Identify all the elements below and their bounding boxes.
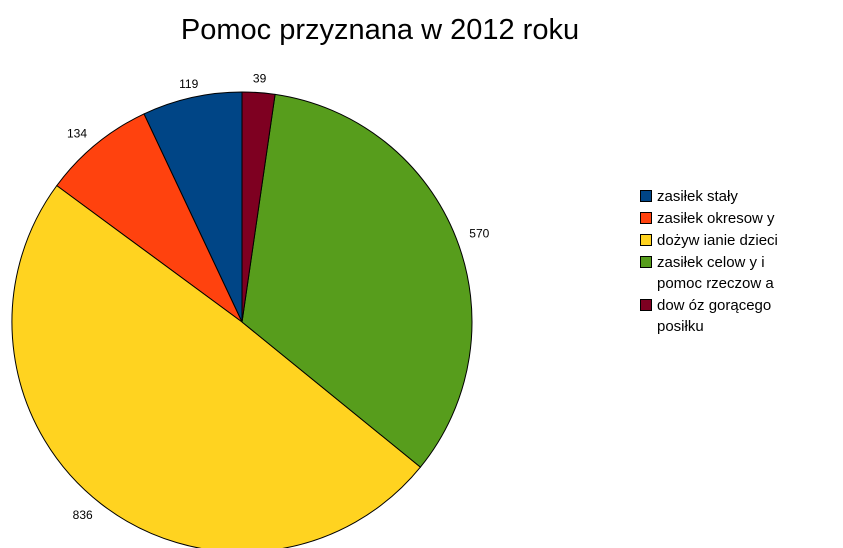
legend-item-zasilek-okresowy: zasiłek okresow y	[640, 208, 840, 229]
legend-label: zasiłek celow y i pomoc rzeczow a	[657, 254, 774, 292]
pie-slice-dozywianie-dzieci	[11, 184, 422, 548]
legend-label: zasiłek stały	[657, 188, 738, 205]
legend-item-zasilek-staly: zasiłek stały	[640, 186, 840, 207]
data-label-zasilek-okresowy: 134	[67, 127, 87, 141]
pie-slice-dowoz-posilku	[241, 91, 276, 323]
legend-label: dow óz gorącego posiłku	[657, 297, 772, 335]
data-label-zasilek-staly: 119	[179, 77, 198, 91]
legend-swatch	[640, 190, 652, 202]
pie-slices	[11, 91, 473, 548]
data-label-dowoz-posilku: 39	[253, 72, 267, 86]
pie-data-labels: 119 134 836 570 39	[67, 72, 490, 522]
pie-slice-zasilek-staly	[143, 91, 243, 323]
pie-slice-zasilek-okresowy	[56, 113, 243, 323]
data-label-dozywianie-dzieci: 836	[73, 508, 93, 522]
data-label-zasilek-celowy: 570	[469, 226, 489, 240]
legend-label: zasiłek okresow y	[657, 210, 775, 227]
legend-swatch	[640, 299, 652, 311]
chart-title: Pomoc przyznana w 2012 roku	[180, 14, 580, 46]
legend-swatch	[640, 234, 652, 246]
legend-item-dowoz-posilku: dow óz gorącego posiłku	[640, 295, 840, 337]
legend-swatch	[640, 212, 652, 224]
legend-swatch	[640, 256, 652, 268]
legend-item-dozywianie-dzieci: dożyw ianie dzieci	[640, 230, 840, 251]
pie-slice-zasilek-celowy	[241, 93, 473, 468]
legend-label: dożyw ianie dzieci	[657, 232, 778, 249]
legend-item-zasilek-celowy: zasiłek celow y i pomoc rzeczow a	[640, 252, 840, 294]
legend: zasiłek stały zasiłek okresow y dożyw ia…	[640, 186, 840, 338]
